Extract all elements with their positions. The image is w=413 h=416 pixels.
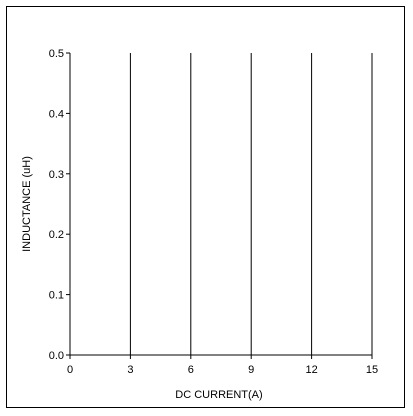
y-axis-label: INDUCTANCE (uH) xyxy=(21,156,33,252)
y-tick-label-0.0: 0.0 xyxy=(49,350,64,362)
x-tick-label-15: 15 xyxy=(366,364,378,376)
x-tick-label-0: 0 xyxy=(67,364,73,376)
y-tick-label-0.1: 0.1 xyxy=(49,290,64,302)
y-tick-label-0.5: 0.5 xyxy=(49,48,64,60)
x-tick-label-3: 3 xyxy=(127,364,133,376)
x-tick-label-9: 9 xyxy=(248,364,254,376)
gridlines xyxy=(129,53,373,355)
chart-frame xyxy=(6,6,405,408)
y-tick-label-0.4: 0.4 xyxy=(49,108,64,120)
labels: DC CURRENT(A) INDUCTANCE (uH) xyxy=(21,156,263,401)
x-axis-label: DC CURRENT(A) xyxy=(175,389,262,401)
x-tick-label-6: 6 xyxy=(188,364,194,376)
ticks: 0 3 6 9 12 15 0.0 0.1 0.2 0.3 0.4 0.5 xyxy=(49,48,378,376)
y-tick-label-0.2: 0.2 xyxy=(49,229,64,241)
axes xyxy=(69,53,372,356)
x-tick-label-12: 12 xyxy=(305,364,317,376)
y-tick-label-0.3: 0.3 xyxy=(49,169,64,181)
